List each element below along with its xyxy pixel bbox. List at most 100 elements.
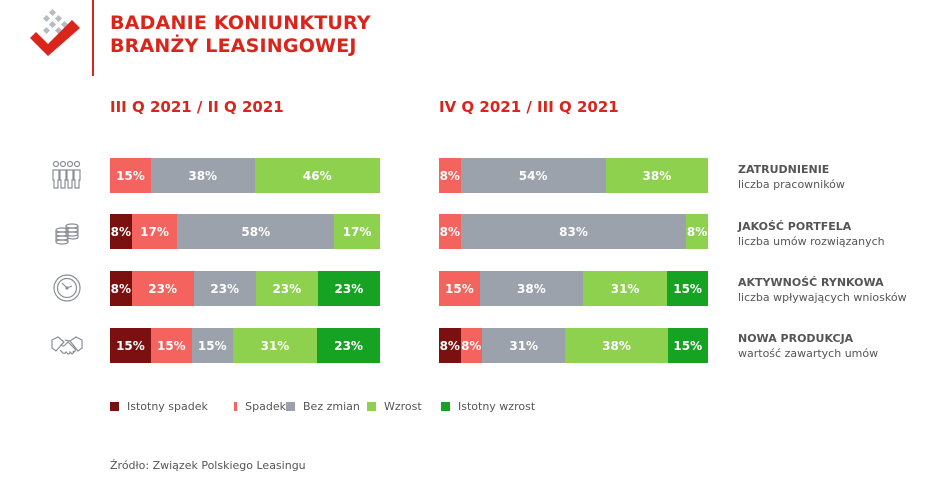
row-label-nowa-produkcja: NOWA PRODUKCJA wartość zawartych umów <box>738 331 878 361</box>
legend-item-istotny-wzrost: Istotny wzrost <box>441 400 535 413</box>
data-label: 8% <box>686 224 708 239</box>
bar-segment-wzrost: 31% <box>232 328 318 363</box>
title-line-2: BRANŻY LEASINGOWEJ <box>110 35 357 57</box>
legend-label: Spadek <box>245 400 286 413</box>
bar-segment-wzrost: 31% <box>583 271 668 306</box>
coins-icon <box>55 223 79 245</box>
data-label: 17% <box>342 224 372 239</box>
bar-segment-wzrost: 46% <box>254 158 380 193</box>
data-label: 8% <box>110 224 131 239</box>
header-divider <box>92 0 94 76</box>
legend-label: Bez zmian <box>303 400 360 413</box>
bar-segment-istotny-spadek: 15% <box>110 328 151 363</box>
row-label-subtitle: liczba wpływających wniosków <box>738 291 907 304</box>
bar-segment-bez-zmian: 83% <box>460 214 687 249</box>
bar-segment-spadek: 23% <box>131 271 194 306</box>
bar-segment-wzrost: 23% <box>255 271 318 306</box>
legend-label: Istotny wzrost <box>458 400 536 413</box>
bar-segment-istotny-spadek: 8% <box>439 328 461 363</box>
bar-right-jakosc-portfela: 8% 83% 8% <box>439 214 708 249</box>
bar-segment-istotny-wzrost: 15% <box>667 328 708 363</box>
data-label: 15% <box>673 338 703 353</box>
bar-segment-wzrost: 8% <box>686 214 708 249</box>
legend-swatch <box>234 402 238 411</box>
data-label: 8% <box>439 224 461 239</box>
row-label-title: NOWA PRODUKCJA <box>738 332 854 345</box>
data-label: 23% <box>334 338 363 353</box>
page-title: BADANIE KONIUNKTURY BRANŻY LEASINGOWEJ <box>110 12 371 58</box>
row-label-title: JAKOŚĆ PORTFELA <box>738 220 852 233</box>
legend-item-spadek: Spadek <box>234 400 286 413</box>
data-label: 15% <box>445 281 474 296</box>
data-label: 15% <box>197 338 227 353</box>
data-label: 23% <box>334 281 364 296</box>
bar-segment-spadek: 8% <box>439 158 461 193</box>
data-label: 15% <box>156 338 186 353</box>
data-label: 38% <box>188 168 218 183</box>
data-label: 15% <box>116 168 145 183</box>
row-label-title: AKTYWNOŚĆ RYNKOWA <box>738 276 884 289</box>
row-label-title: ZATRUDNIENIE <box>738 163 830 176</box>
zpl-logo <box>30 8 80 56</box>
data-label: 23% <box>210 281 240 296</box>
data-label: 38% <box>602 338 631 353</box>
bar-segment-bez-zmian: 23% <box>193 271 256 306</box>
data-label: 15% <box>116 338 145 353</box>
data-label: 58% <box>241 224 271 239</box>
bar-right-zatrudnienie: 8% 54% 38% <box>439 158 708 193</box>
bar-left-jakosc-portfela: 8% 17% 58% 17% <box>110 214 380 249</box>
bar-left-zatrudnienie: 15% 38% 46% <box>110 158 380 193</box>
data-label: 8% <box>439 168 460 183</box>
legend-item-wzrost: Wzrost <box>367 400 441 413</box>
title-line-1: BADANIE KONIUNKTURY <box>110 12 371 34</box>
legend-swatch <box>367 402 376 411</box>
period-title-right: IV Q 2021 / III Q 2021 <box>439 98 619 116</box>
row-label-aktywnosc-rynkowa: AKTYWNOŚĆ RYNKOWA liczba wpływających wn… <box>738 275 907 305</box>
data-label: 31% <box>509 338 539 353</box>
bar-segment-wzrost: 38% <box>605 158 708 193</box>
bar-right-nowa-produkcja: 8% 8% 31% 38% 15% <box>439 328 708 363</box>
legend-swatch <box>441 402 450 411</box>
bar-segment-istotny-wzrost: 23% <box>317 271 380 306</box>
legend-swatch <box>286 402 295 411</box>
data-label: 8% <box>110 281 131 296</box>
bar-segment-istotny-spadek: 8% <box>110 271 132 306</box>
bar-segment-istotny-wzrost: 15% <box>667 271 708 306</box>
legend-label: Wzrost <box>384 400 422 413</box>
data-label: 38% <box>642 168 672 183</box>
data-label: 31% <box>610 281 640 296</box>
bar-right-aktywnosc-rynkowa: 15% 38% 31% 15% <box>439 271 708 306</box>
data-label: 8% <box>461 338 482 353</box>
data-label: 23% <box>272 281 302 296</box>
row-label-jakosc-portfela: JAKOŚĆ PORTFELA liczba umów rozwiązanych <box>738 219 885 249</box>
bar-segment-bez-zmian: 15% <box>191 328 233 363</box>
bar-segment-bez-zmian: 38% <box>479 271 583 306</box>
data-label: 54% <box>518 168 548 183</box>
period-title-left: III Q 2021 / II Q 2021 <box>110 98 284 116</box>
clock-icon <box>53 274 81 302</box>
source-note: Źródło: Związek Polskiego Leasingu <box>110 459 306 472</box>
row-label-zatrudnienie: ZATRUDNIENIE liczba pracowników <box>738 162 845 192</box>
bar-segment-bez-zmian: 58% <box>177 214 335 249</box>
people-icon <box>52 160 81 189</box>
bar-segment-wzrost: 38% <box>565 328 668 363</box>
data-label: 38% <box>517 281 546 296</box>
data-label: 46% <box>302 168 332 183</box>
data-label: 31% <box>260 338 290 353</box>
bar-left-nowa-produkcja: 15% 15% 15% 31% 23% <box>110 328 380 363</box>
bar-segment-spadek: 15% <box>150 328 192 363</box>
data-label: 17% <box>140 224 169 239</box>
row-label-subtitle: liczba umów rozwiązanych <box>738 235 885 248</box>
logo-chevron <box>30 20 80 56</box>
bar-segment-bez-zmian: 54% <box>460 158 606 193</box>
chart-legend: Istotny spadek Spadek Bez zmian Wzrost I… <box>110 400 535 413</box>
bar-segment-istotny-spadek: 8% <box>110 214 132 249</box>
bar-segment-istotny-wzrost: 23% <box>317 328 380 363</box>
bar-segment-spadek: 8% <box>460 328 483 363</box>
data-label: 15% <box>673 281 702 296</box>
bar-segment-bez-zmian: 31% <box>482 328 566 363</box>
legend-item-istotny-spadek: Istotny spadek <box>110 400 234 413</box>
bar-segment-spadek: 8% <box>439 214 461 249</box>
legend-item-bez-zmian: Bez zmian <box>286 400 367 413</box>
row-label-subtitle: wartość zawartych umów <box>738 347 879 360</box>
